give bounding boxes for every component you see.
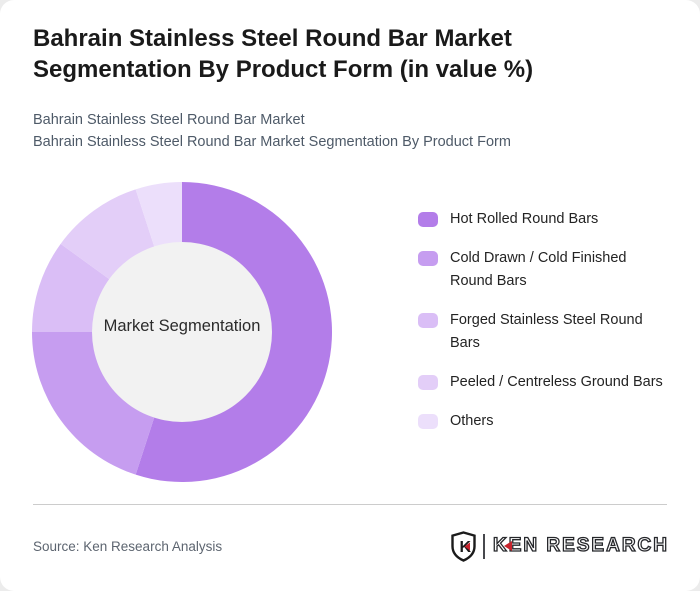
legend-item-2: Cold Drawn / Cold Finished Round Bars xyxy=(418,247,668,293)
legend-swatch xyxy=(418,313,438,328)
footer-divider xyxy=(33,504,667,505)
legend-label: Cold Drawn / Cold Finished Round Bars xyxy=(450,250,627,289)
legend-label: Others xyxy=(450,413,494,429)
legend-item-3: Forged Stainless Steel Round Bars xyxy=(418,309,668,355)
legend-swatch xyxy=(418,251,438,266)
legend-swatch xyxy=(418,212,438,227)
brand-red-triangle-icon xyxy=(503,541,512,551)
legend-label: Forged Stainless Steel Round Bars xyxy=(450,312,643,351)
legend-label: Peeled / Centreless Ground Bars xyxy=(450,374,663,390)
ken-research-shield-icon: K xyxy=(451,530,476,562)
legend-label: Hot Rolled Round Bars xyxy=(450,211,599,227)
legend-item-4: Peeled / Centreless Ground Bars xyxy=(418,371,668,394)
logo-separator xyxy=(482,533,485,559)
subtitle-line-1: Bahrain Stainless Steel Round Bar Market xyxy=(33,112,305,128)
legend-swatch xyxy=(418,375,438,390)
donut-center-label: Market Segmentation xyxy=(103,317,261,335)
svg-text:K: K xyxy=(459,539,471,556)
brand-wordmark: KEN RESEARCH xyxy=(492,534,669,557)
ken-research-logo: K KEN RESEARCH xyxy=(451,530,669,562)
source-note: Source: Ken Research Analysis xyxy=(33,538,223,554)
chart-title: Bahrain Stainless Steel Round Bar Market… xyxy=(33,25,534,83)
legend-swatch xyxy=(418,414,438,429)
donut-chart-svg xyxy=(31,182,332,482)
chart-subtitle: Bahrain Stainless Steel Round Bar Market… xyxy=(33,109,511,153)
donut-chart: Market Segmentation xyxy=(22,172,342,492)
brand-text: KEN RESEARCH xyxy=(492,534,669,556)
chart-legend: Hot Rolled Round Bars Cold Drawn / Cold F… xyxy=(418,208,668,449)
legend-item-5: Others xyxy=(418,410,668,433)
donut-hole xyxy=(92,242,272,422)
footer: Source: Ken Research Analysis K KEN RESE… xyxy=(33,529,669,563)
subtitle-line-2: Bahrain Stainless Steel Round Bar Market… xyxy=(33,134,511,150)
legend-item-1: Hot Rolled Round Bars xyxy=(418,208,668,231)
